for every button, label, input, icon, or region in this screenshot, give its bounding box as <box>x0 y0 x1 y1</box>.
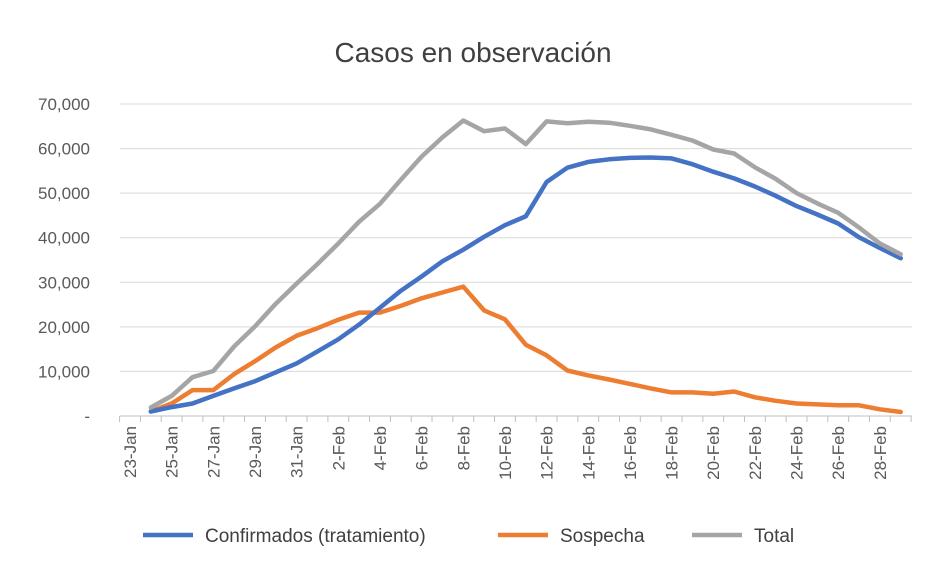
x-tick-label: 4-Feb <box>371 426 390 470</box>
series-line-total <box>148 118 903 410</box>
series-lines <box>148 118 903 415</box>
x-tick-label: 10-Feb <box>496 426 515 480</box>
x-tick-label: 26-Feb <box>829 426 848 480</box>
x-tick-label: 25-Jan <box>163 426 182 478</box>
x-tick-label: 6-Feb <box>413 426 432 470</box>
series-line-sospecha <box>148 284 903 415</box>
x-tick-label: 20-Feb <box>704 426 723 480</box>
legend: Confirmados (tratamiento) Sospecha Total <box>143 526 794 547</box>
y-tick-label: 10,000 <box>38 362 90 381</box>
chart-title: Casos en observación <box>334 37 611 68</box>
legend-label: Confirmados (tratamiento) <box>205 526 426 547</box>
x-tick-label: 29-Jan <box>246 426 265 478</box>
y-tick-label: 40,000 <box>38 229 90 248</box>
x-tick-label: 27-Jan <box>204 426 223 478</box>
x-tick-label: 16-Feb <box>621 426 640 480</box>
x-tick-label: 2-Feb <box>329 426 348 470</box>
legend-label: Sospecha <box>560 526 645 547</box>
y-axis-ticks: - 10,000 20,000 30,000 40,000 50,000 60,000 70,… <box>38 95 90 426</box>
x-tick-label: 24-Feb <box>788 426 807 480</box>
x-tick-label: 28-Feb <box>871 426 890 480</box>
series-line-confirmados-tratamiento <box>148 155 903 414</box>
y-tick-label: 60,000 <box>38 140 90 159</box>
x-tick-label: 12-Feb <box>538 426 557 480</box>
y-tick-label: 50,000 <box>38 184 90 203</box>
x-tick-label: 22-Feb <box>746 426 765 480</box>
x-tick-label: 18-Feb <box>663 426 682 480</box>
x-tick-label: 23-Jan <box>121 426 140 478</box>
x-axis: 23-Jan 25-Jan 27-Jan 29-Jan 31-Jan 2-Feb 4-Feb… <box>119 415 912 480</box>
y-tick-label: 70,000 <box>38 95 90 114</box>
x-tick-label: 8-Feb <box>454 426 473 470</box>
x-tick-label: 14-Feb <box>579 426 598 480</box>
y-tick-label: - <box>84 407 90 426</box>
legend-label: Total <box>754 526 794 547</box>
y-tick-label: 30,000 <box>38 273 90 292</box>
x-tick-label: 31-Jan <box>288 426 307 478</box>
y-tick-label: 20,000 <box>38 318 90 337</box>
